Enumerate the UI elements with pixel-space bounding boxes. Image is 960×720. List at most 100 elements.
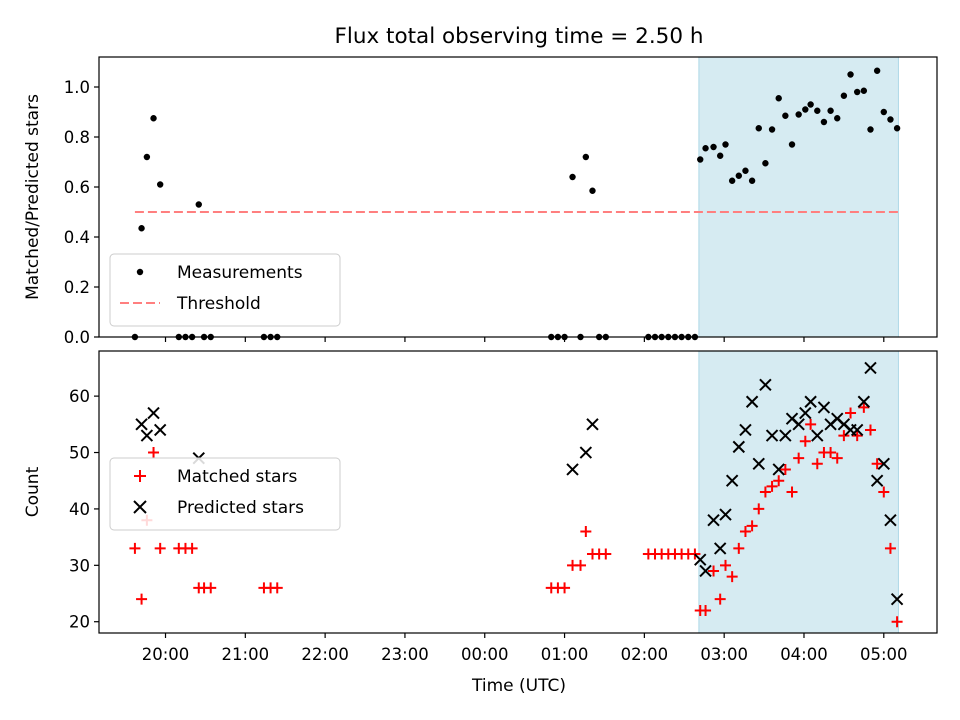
highlight-span xyxy=(698,350,899,634)
data-point xyxy=(753,503,765,515)
legend-box xyxy=(109,253,341,327)
data-point xyxy=(788,141,796,148)
y-tick-label: 60 xyxy=(69,387,90,406)
data-point xyxy=(811,458,823,470)
data-point xyxy=(807,101,814,108)
data-point xyxy=(793,452,805,464)
data-point xyxy=(838,430,850,442)
data-point xyxy=(799,435,811,447)
data-point xyxy=(153,423,167,437)
data-point xyxy=(766,480,778,492)
data-point xyxy=(755,125,762,132)
y-tick-label: 50 xyxy=(69,444,90,463)
plot-frame xyxy=(98,350,938,634)
data-point xyxy=(586,418,599,431)
legend-marker xyxy=(133,500,147,514)
legend: Measurements Threshold xyxy=(109,253,341,327)
data-point xyxy=(732,440,746,454)
data-point xyxy=(864,361,877,375)
data-point xyxy=(890,592,904,606)
data-point xyxy=(589,187,596,194)
data-point xyxy=(694,553,707,566)
panel-2: 20 30 40 50 60 Count 20:00 21:00 22:00 23:00 00:00… xyxy=(23,350,938,664)
data-point xyxy=(887,116,894,123)
data-point xyxy=(864,424,876,436)
data-point xyxy=(845,407,857,419)
data-point xyxy=(782,112,789,119)
legend: Matched stars Predicted stars xyxy=(109,457,341,531)
data-point xyxy=(140,429,154,442)
data-point xyxy=(156,181,164,188)
data-point xyxy=(714,593,726,605)
data-point xyxy=(860,87,868,94)
data-point xyxy=(135,418,148,431)
data-point xyxy=(271,582,283,594)
y-tick-label: 0.2 xyxy=(64,278,90,297)
x-tick-label: 00:00 xyxy=(461,645,509,664)
data-point xyxy=(569,173,576,181)
data-point xyxy=(710,143,717,151)
data-point xyxy=(154,542,166,554)
series-2 xyxy=(135,361,904,606)
data-point xyxy=(772,463,785,476)
data-point xyxy=(762,160,769,167)
data-point xyxy=(847,71,854,78)
y-tick-label: 30 xyxy=(69,556,90,575)
highlight-span xyxy=(698,56,899,338)
x-tick-label: 04:00 xyxy=(780,645,828,664)
legend-label: Matched stars xyxy=(177,467,297,487)
y-tick-label: 1.0 xyxy=(64,78,90,97)
data-point xyxy=(867,126,874,133)
data-point xyxy=(700,604,712,616)
data-point xyxy=(820,118,828,126)
data-point xyxy=(748,177,756,184)
x-tick-label: 02:00 xyxy=(621,645,669,664)
data-point xyxy=(871,458,883,470)
data-point xyxy=(147,406,160,420)
data-point xyxy=(765,429,779,442)
x-tick-label: 03:00 xyxy=(700,645,748,664)
data-point xyxy=(138,225,145,232)
data-point xyxy=(805,418,817,430)
data-point xyxy=(150,115,157,122)
data-point xyxy=(792,418,805,431)
data-point xyxy=(817,401,831,414)
x-tick-label: 20:00 xyxy=(142,645,190,664)
panel-1: 0.0 0.2 0.4 0.6 0.8 1.0 Matched/Predicted star… xyxy=(23,56,938,347)
data-point xyxy=(697,156,704,163)
data-point xyxy=(746,520,758,532)
data-point xyxy=(827,107,834,114)
chart-title: Flux total observing time = 2.50 h xyxy=(335,24,704,49)
data-point xyxy=(582,153,590,161)
y-axis-label: Matched/Predicted stars xyxy=(23,94,43,300)
data-point xyxy=(880,108,887,116)
data-point xyxy=(814,107,821,114)
data-point xyxy=(884,542,896,554)
series-1 xyxy=(129,401,903,628)
y-axis-label: Count xyxy=(23,466,43,517)
data-point xyxy=(759,378,772,392)
data-point xyxy=(725,474,739,487)
data-point xyxy=(802,106,809,113)
legend-marker xyxy=(136,268,144,276)
data-point xyxy=(799,406,812,420)
data-point xyxy=(129,542,141,554)
legend-marker xyxy=(134,470,146,482)
data-point xyxy=(726,571,738,583)
data-point xyxy=(195,201,202,208)
legend-label: Threshold xyxy=(176,294,261,314)
data-point xyxy=(877,457,891,471)
data-point xyxy=(779,429,792,442)
x-tick-label: 01:00 xyxy=(541,645,589,664)
data-point xyxy=(728,177,736,184)
data-point xyxy=(834,115,841,122)
data-point xyxy=(825,447,837,459)
data-point xyxy=(713,542,727,555)
data-point xyxy=(831,452,843,464)
data-point xyxy=(858,401,870,413)
legend-label: Measurements xyxy=(177,263,303,283)
data-point xyxy=(708,565,720,577)
data-point xyxy=(702,145,709,152)
y-tick-label: 0.0 xyxy=(64,328,90,347)
